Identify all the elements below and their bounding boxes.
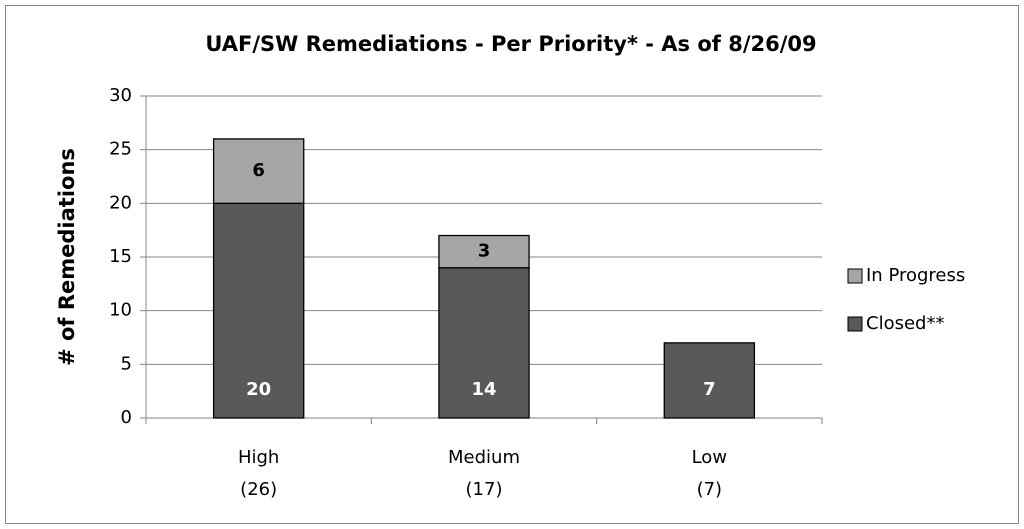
y-tick-label: 25 xyxy=(109,139,132,160)
data-label: 14 xyxy=(471,379,496,400)
y-tick-label: 20 xyxy=(109,192,132,213)
x-tick-label: Medium (17) xyxy=(448,447,520,500)
bar-segment xyxy=(663,342,756,419)
bar-segment xyxy=(438,234,530,269)
bar-segment xyxy=(438,267,530,419)
y-tick-label: 10 xyxy=(109,300,132,321)
x-tick-label: High (26) xyxy=(237,447,280,500)
x-tick-label: Low (7) xyxy=(691,447,728,500)
y-tick-label: 5 xyxy=(121,353,132,374)
data-label: 7 xyxy=(703,379,716,400)
bar-segment xyxy=(212,202,305,419)
bar-segment xyxy=(212,138,305,204)
legend-swatch xyxy=(847,316,863,332)
data-label: 6 xyxy=(252,160,265,181)
data-label: 20 xyxy=(246,379,271,400)
chart-title: UAF/SW Remediations - Per Priority* - As… xyxy=(205,32,816,56)
y-axis-title: # of Remediations xyxy=(55,148,79,366)
legend-swatch xyxy=(847,268,863,284)
legend-label: Closed** xyxy=(866,313,944,334)
data-label: 3 xyxy=(478,241,491,262)
y-tick-label: 30 xyxy=(109,85,132,106)
y-tick-label: 0 xyxy=(121,407,132,428)
legend-label: In Progress xyxy=(866,265,965,286)
y-tick-label: 15 xyxy=(109,246,132,267)
